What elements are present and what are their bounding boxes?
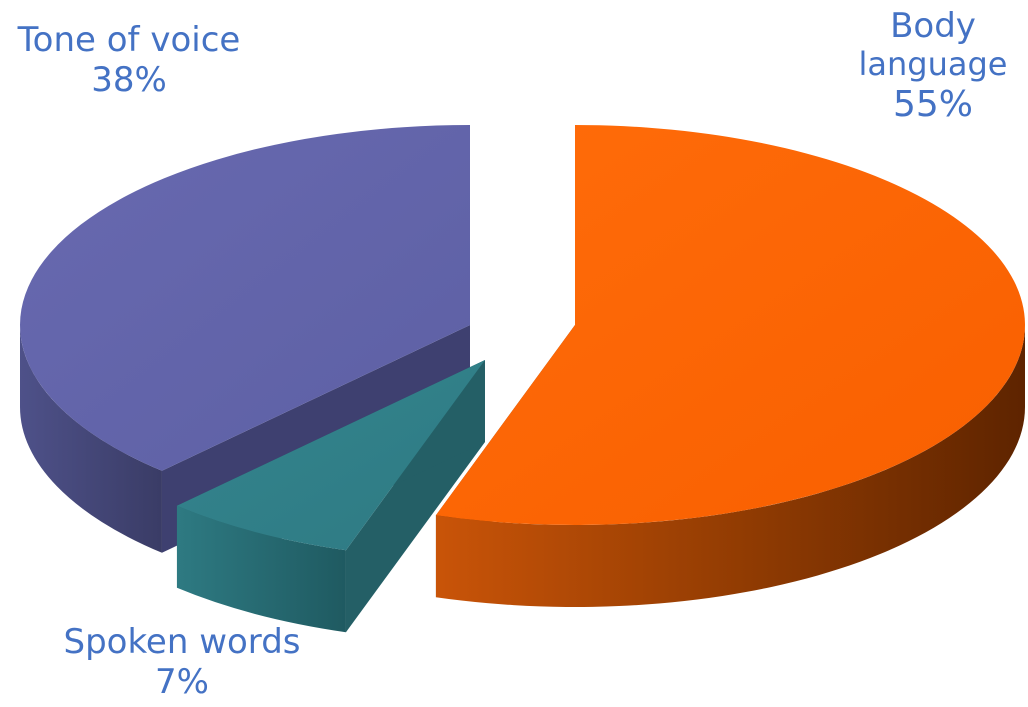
- pie-slice-spoken-words: [176, 360, 485, 633]
- slice-label-tone-of-voice: Tone of voice 38%: [0, 20, 258, 100]
- pie-top-tone-of-voice: [20, 125, 471, 471]
- slice-value-spoken-words: 7%: [155, 662, 209, 703]
- slice-value-tone-of-voice: 38%: [91, 60, 167, 101]
- slice-label-line-body: Body: [890, 6, 976, 46]
- pie-top-body-language: [435, 125, 1025, 525]
- pie-rim-body-language: [435, 325, 1025, 608]
- pie-rim-spoken-words: [176, 505, 346, 633]
- slice-value-body-language: 55%: [892, 83, 973, 125]
- slice-label-body-language: Body language 55%: [838, 6, 1028, 126]
- slice-label-line-spoken-words: Spoken words: [63, 622, 301, 662]
- slice-label-line-language: language: [858, 45, 1008, 84]
- slice-label-line-tone-of-voice: Tone of voice: [17, 20, 241, 60]
- pie-rim-tone-of-voice: [20, 325, 162, 553]
- slice-label-spoken-words: Spoken words 7%: [32, 622, 332, 702]
- pie-slice-body-language: [435, 125, 1025, 608]
- pie-top-spoken-words: [176, 360, 485, 551]
